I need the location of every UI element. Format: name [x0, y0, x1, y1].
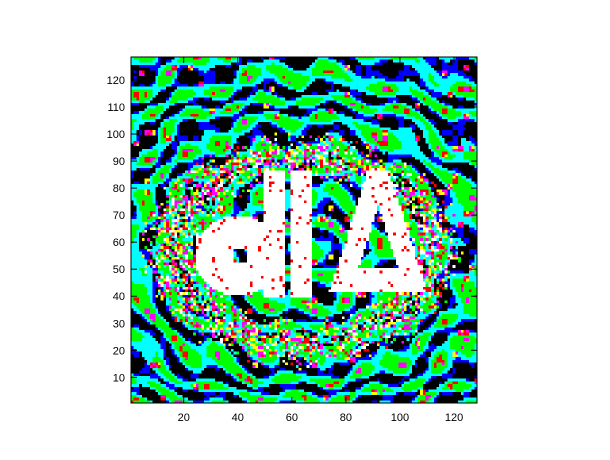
heatmap-image: [131, 57, 477, 403]
y-tick-label: 50: [113, 264, 125, 276]
x-tick-label: 80: [340, 412, 352, 424]
x-tick-label: 20: [178, 412, 190, 424]
y-tick-label: 40: [113, 291, 125, 303]
plot-frame: [130, 56, 478, 404]
plot-area: [130, 56, 478, 404]
y-tick-label: 10: [113, 372, 125, 384]
y-tick-label: 100: [107, 129, 125, 141]
y-tick-label: 60: [113, 237, 125, 249]
y-tick-label: 120: [107, 75, 125, 87]
y-tick-label: 70: [113, 210, 125, 222]
x-tick-label: 120: [445, 412, 463, 424]
y-tick-label: 30: [113, 318, 125, 330]
y-axis: 10 20 30 40 50 60 70 80 90 100 110 120: [107, 75, 477, 384]
y-tick-label: 80: [113, 183, 125, 195]
x-tick-label: 40: [232, 412, 244, 424]
x-tick-label: 60: [286, 412, 298, 424]
x-tick-label: 100: [391, 412, 409, 424]
x-axis: 20 40 60 80 100 120: [178, 57, 463, 424]
y-tick-label: 110: [107, 102, 125, 114]
y-tick-label: 20: [113, 345, 125, 357]
y-tick-label: 90: [113, 156, 125, 168]
